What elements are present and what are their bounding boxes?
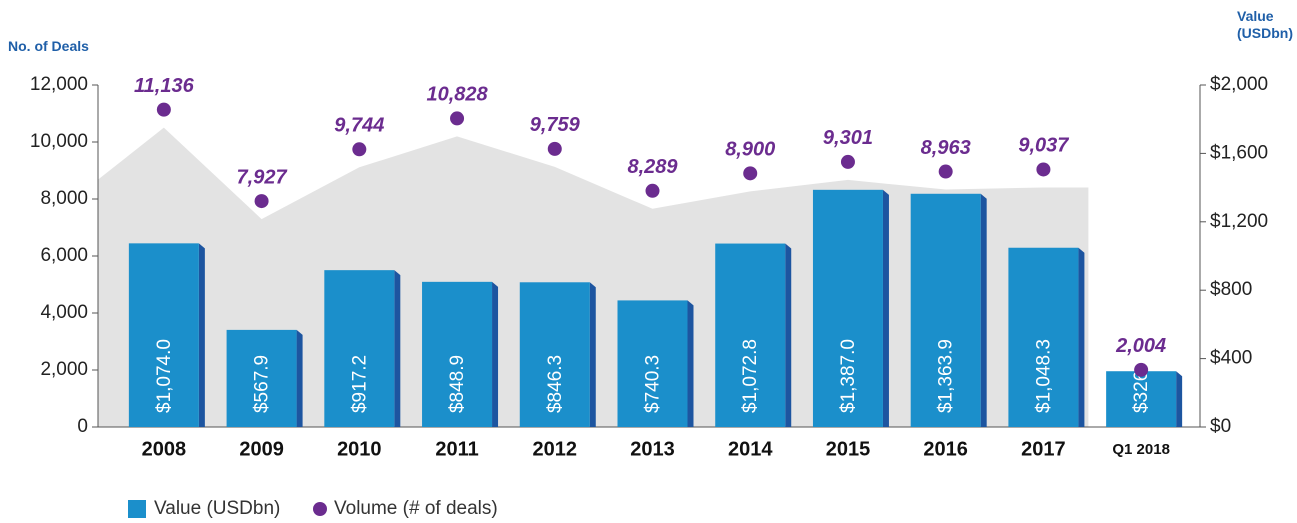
y-tick-label: 12,000 xyxy=(30,74,88,95)
volume-label: 9,301 xyxy=(823,127,873,149)
volume-dot xyxy=(938,164,953,179)
legend-swatch xyxy=(128,500,146,518)
volume-dot xyxy=(547,141,562,156)
bar-side xyxy=(296,329,303,427)
x-tick-label: 2014 xyxy=(728,438,773,460)
volume-label: 9,037 xyxy=(1018,135,1069,157)
legend-label: Volume (# of deals) xyxy=(334,498,498,519)
volume-dot xyxy=(450,111,465,126)
x-tick-label: 2008 xyxy=(142,438,187,460)
bar-side xyxy=(980,193,987,427)
bar-value-label: $848.9 xyxy=(447,355,468,413)
y-tick-label: 6,000 xyxy=(40,245,88,266)
x-tick-label: 2010 xyxy=(337,438,382,460)
bar-value-label: $846.3 xyxy=(545,355,566,413)
volume-dot xyxy=(645,183,660,198)
bar xyxy=(226,329,297,427)
volume-label: 8,900 xyxy=(725,139,775,161)
volume-label: 9,744 xyxy=(334,115,384,137)
x-tick-label: 2016 xyxy=(923,438,968,460)
bar-side xyxy=(198,243,205,427)
y2-tick-label: $0 xyxy=(1210,416,1231,437)
legend-label: Value (USDbn) xyxy=(154,498,280,519)
volume-dot xyxy=(743,166,758,181)
bar-value-label: $1,048.3 xyxy=(1033,339,1054,413)
volume-dot xyxy=(352,142,367,157)
x-tick-label: 2009 xyxy=(239,438,284,460)
volume-label: 10,828 xyxy=(426,84,488,106)
bar-side xyxy=(687,300,694,427)
y2-tick-label: $800 xyxy=(1210,279,1252,300)
bar xyxy=(910,193,981,427)
bar xyxy=(715,243,786,427)
y2-tick-label: $400 xyxy=(1210,348,1252,369)
bar xyxy=(617,300,688,427)
y-tick-label: 10,000 xyxy=(30,131,88,152)
y-tick-label: 4,000 xyxy=(40,302,88,323)
volume-label: 2,004 xyxy=(1115,335,1166,357)
bar-value-label: $917.2 xyxy=(349,355,370,413)
y-tick-label: 0 xyxy=(77,416,88,437)
y2-axis-title: Value (USDbn) xyxy=(1237,8,1293,41)
x-tick-label: Q1 2018 xyxy=(1112,441,1170,458)
volume-label: 8,963 xyxy=(921,137,971,159)
bar xyxy=(1106,371,1177,427)
x-tick-label: 2011 xyxy=(435,438,478,460)
bar-value-label: $740.3 xyxy=(643,355,664,413)
y-tick-label: 2,000 xyxy=(40,359,88,380)
bar-side xyxy=(1078,247,1085,427)
x-tick-label: 2013 xyxy=(630,438,675,460)
volume-dot xyxy=(1036,162,1051,177)
x-tick-label: 2017 xyxy=(1021,438,1066,460)
bar-value-label: $1,074.0 xyxy=(154,339,175,413)
bar xyxy=(324,270,395,427)
y2-tick-label: $1,600 xyxy=(1210,142,1268,163)
bar-value-label: $1,387.0 xyxy=(838,339,859,413)
volume-label: 9,759 xyxy=(530,114,581,136)
volume-label: 7,927 xyxy=(237,166,288,188)
volume-dot xyxy=(156,102,171,117)
bar-side xyxy=(492,281,499,427)
volume-dot xyxy=(254,194,269,209)
bar-side xyxy=(1176,371,1183,427)
bar xyxy=(422,281,493,427)
y-tick-label: 8,000 xyxy=(40,188,88,209)
volume-dot xyxy=(1134,362,1149,377)
bar xyxy=(812,189,883,427)
bar-value-label: $1,072.8 xyxy=(740,339,761,413)
bar-value-label: $1,363.9 xyxy=(936,339,957,413)
bar-side xyxy=(785,243,792,427)
x-tick-label: 2015 xyxy=(826,438,871,460)
y-axis-title: No. of Deals xyxy=(8,38,89,54)
bar xyxy=(1008,247,1079,427)
bar-value-label: $567.9 xyxy=(252,355,273,413)
bar-side xyxy=(882,189,889,427)
x-tick-label: 2012 xyxy=(533,438,578,460)
bar xyxy=(128,243,199,427)
bar-side xyxy=(394,270,401,427)
volume-dot xyxy=(840,154,855,169)
bar-side xyxy=(589,282,596,427)
y2-tick-label: $1,200 xyxy=(1210,211,1268,232)
bar xyxy=(519,282,590,427)
volume-label: 8,289 xyxy=(627,156,678,178)
volume-label: 11,136 xyxy=(134,75,195,97)
legend-swatch xyxy=(313,502,327,516)
y2-tick-label: $2,000 xyxy=(1210,74,1268,95)
